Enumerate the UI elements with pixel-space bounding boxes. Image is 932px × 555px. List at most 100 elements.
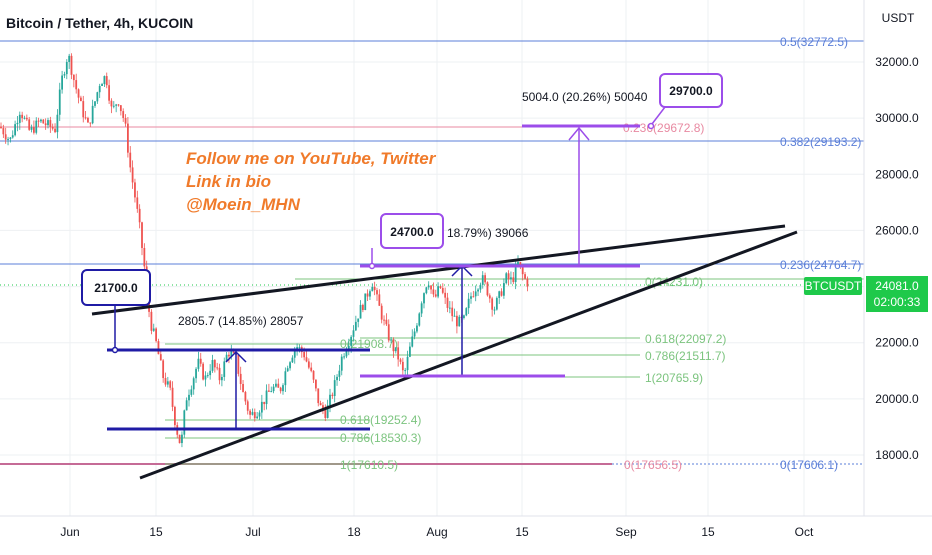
- candle-down: [169, 381, 172, 388]
- candle-up: [514, 265, 517, 283]
- callout-21700[interactable]: 21700.0: [81, 269, 151, 348]
- candle-up: [340, 356, 343, 371]
- candle-up: [369, 291, 371, 297]
- candle-up: [103, 76, 106, 85]
- candle-down: [129, 152, 132, 168]
- candle-up: [470, 296, 472, 299]
- candle-up: [35, 120, 38, 133]
- candle-down: [366, 293, 369, 297]
- candle-up: [58, 89, 61, 115]
- candle-down: [155, 328, 157, 342]
- candle-up: [418, 313, 421, 326]
- candle-up: [359, 304, 362, 319]
- candle-down: [49, 120, 52, 127]
- candle-up: [479, 284, 482, 290]
- candle-up: [272, 386, 275, 392]
- candle-down: [249, 410, 251, 415]
- candle-up: [197, 358, 200, 369]
- candle-down: [397, 347, 400, 360]
- promo-line-1: Follow me on YouTube, Twitter: [186, 149, 437, 168]
- candle-up: [291, 357, 294, 363]
- price-tick-label: 26000.0: [875, 223, 919, 237]
- callout-24700-box: [380, 213, 444, 249]
- candle-up: [345, 350, 348, 357]
- callout-24700[interactable]: 24700.0: [371, 213, 444, 264]
- date-tick-label: Jun: [60, 525, 79, 539]
- plot-area[interactable]: [0, 0, 864, 516]
- candle-down: [171, 387, 174, 407]
- candle-down: [228, 354, 230, 357]
- fib-g2-0786-label: 0.786(18530.3): [340, 431, 421, 445]
- candle-down: [512, 277, 515, 283]
- candle-down: [373, 286, 376, 291]
- time-axis[interactable]: [0, 516, 932, 550]
- fib-g2-0-label: 0(21908.7): [340, 337, 398, 351]
- candle-down: [141, 222, 143, 248]
- candle-down: [124, 117, 127, 124]
- candle-up: [406, 356, 409, 371]
- candle-up: [425, 287, 428, 294]
- candle-down: [312, 370, 315, 380]
- candle-down: [138, 208, 141, 223]
- candle-down: [2, 128, 5, 135]
- candle-down: [376, 290, 378, 295]
- candle-up: [63, 74, 66, 76]
- candle-down: [385, 319, 388, 325]
- candle-up: [293, 349, 296, 358]
- date-tick-label: Oct: [795, 525, 814, 539]
- candle-up: [350, 336, 353, 346]
- candle-down: [432, 289, 435, 295]
- candle-up: [390, 339, 392, 341]
- candle-up: [275, 383, 277, 387]
- price-tick-label: 18000.0: [875, 448, 919, 462]
- candle-down: [263, 401, 266, 405]
- candle-down: [317, 388, 320, 404]
- date-tick-label: 18: [347, 525, 361, 539]
- candle-up: [61, 75, 63, 90]
- chart-title: Bitcoin / Tether, 4h, KUCOIN: [6, 15, 193, 31]
- candle-up: [326, 405, 329, 418]
- candle-down: [37, 120, 40, 122]
- candle-down: [84, 117, 87, 119]
- candle-down: [87, 117, 89, 123]
- candle-down: [80, 97, 82, 102]
- candle-up: [298, 347, 301, 349]
- candle-down: [380, 305, 383, 320]
- candle-down: [82, 101, 85, 118]
- navy-drawings: [107, 264, 473, 431]
- candle-down: [164, 378, 167, 385]
- candle-up: [357, 318, 360, 322]
- candle-up: [493, 309, 496, 311]
- candle-up: [343, 356, 345, 358]
- candle-up: [65, 61, 68, 75]
- candle-down: [28, 119, 31, 130]
- candle-up: [336, 376, 338, 381]
- candle-up: [256, 416, 259, 419]
- candle-up: [190, 389, 193, 395]
- candle-down: [242, 383, 244, 393]
- navy-arrow-left-head: [225, 350, 247, 363]
- candle-up: [394, 347, 397, 352]
- candle-up: [101, 84, 103, 87]
- candle-down: [162, 360, 165, 379]
- candle-down: [383, 319, 385, 321]
- candle-up: [364, 293, 367, 311]
- candle-down: [307, 361, 310, 368]
- candle-down: [491, 298, 494, 310]
- fib-green-left-set: 0(21908.7) 0.618(19252.4) 0.786(18530.3)…: [165, 337, 421, 472]
- candle-down: [70, 55, 73, 75]
- candle-up: [30, 127, 33, 130]
- candle-down: [451, 307, 454, 317]
- symbol-tag[interactable]: BTCUSDT: [804, 277, 862, 295]
- price-tick-label: 22000.0: [875, 336, 919, 350]
- candle-up: [463, 315, 465, 319]
- candle-down: [246, 401, 249, 411]
- price-axis[interactable]: [864, 0, 932, 550]
- candle-up: [413, 331, 416, 337]
- candle-up: [211, 359, 214, 371]
- price-axis-unit: USDT: [882, 11, 915, 25]
- candle-down: [524, 274, 526, 279]
- callout-29700[interactable]: 29700.0: [651, 73, 723, 125]
- candle-up: [260, 401, 263, 413]
- candle-up: [265, 390, 268, 405]
